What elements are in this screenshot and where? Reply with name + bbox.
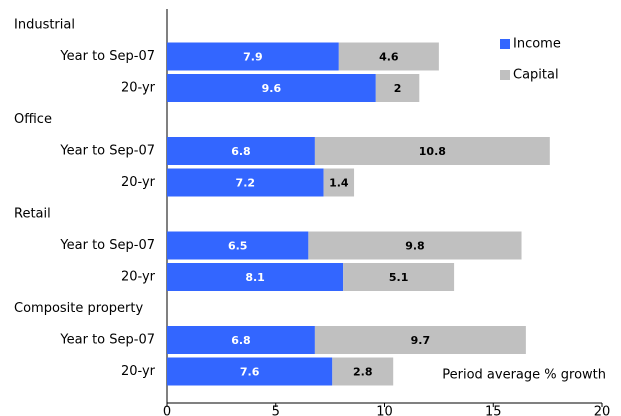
- legend-swatch: [500, 39, 510, 49]
- bar-segment: [343, 263, 455, 291]
- bar-segment: [323, 168, 355, 197]
- group-label: Office: [14, 112, 52, 127]
- y-tick-label: Year to Sep-07: [59, 333, 155, 348]
- group-label: Industrial: [14, 18, 75, 33]
- y-tick-label: 20-yr: [121, 364, 156, 379]
- bar-segment: [314, 137, 550, 165]
- value-label: 9.6: [262, 82, 282, 95]
- legend-label: Capital: [513, 68, 559, 83]
- y-tick-label: Year to Sep-07: [59, 238, 155, 253]
- bar-segment: [314, 326, 526, 354]
- bar-segment: [167, 326, 315, 354]
- value-label: 6.5: [228, 240, 248, 253]
- value-label: 10.8: [419, 145, 446, 158]
- annotation: Period average % growth: [442, 368, 606, 383]
- bar-segment: [167, 263, 344, 291]
- value-label: 9.8: [405, 240, 425, 253]
- y-tick-label: Year to Sep-07: [59, 49, 155, 64]
- value-label: 6.8: [231, 145, 251, 158]
- bar-segment: [167, 137, 315, 165]
- value-label: 6.8: [231, 334, 251, 347]
- value-label: 7.6: [240, 366, 260, 379]
- value-label: 2: [394, 82, 402, 95]
- value-label: 2.8: [353, 366, 373, 379]
- x-tick-label: 15: [485, 405, 502, 416]
- value-label: 5.1: [389, 271, 409, 284]
- bar-segment: [338, 42, 439, 71]
- bar-segment: [167, 231, 309, 260]
- value-label: 8.1: [245, 271, 265, 284]
- group-label: Composite property: [14, 301, 143, 316]
- bar-segment: [167, 74, 376, 102]
- y-tick-label: 20-yr: [121, 270, 156, 285]
- bar-segment: [308, 231, 522, 260]
- value-label: 7.2: [236, 177, 256, 190]
- x-tick-label: 10: [376, 405, 393, 416]
- bar-segment: [375, 74, 420, 102]
- bar-segment: [167, 42, 339, 71]
- value-label: 4.6: [379, 51, 399, 64]
- bar-segment: [332, 357, 394, 386]
- legend-swatch: [500, 70, 510, 80]
- value-label: 1.4: [329, 177, 349, 190]
- x-tick-label: 20: [594, 405, 611, 416]
- bar-segment: [167, 357, 333, 386]
- bar-segment: [167, 168, 324, 197]
- y-tick-label: 20-yr: [121, 175, 156, 190]
- y-tick-label: Year to Sep-07: [59, 144, 155, 159]
- x-tick-label: 0: [163, 405, 171, 416]
- y-tick-label: 20-yr: [121, 81, 156, 96]
- value-label: 9.7: [411, 334, 431, 347]
- x-tick-label: 5: [272, 405, 280, 416]
- legend-label: Income: [513, 37, 561, 52]
- group-label: Retail: [14, 207, 51, 222]
- value-label: 7.9: [243, 51, 263, 64]
